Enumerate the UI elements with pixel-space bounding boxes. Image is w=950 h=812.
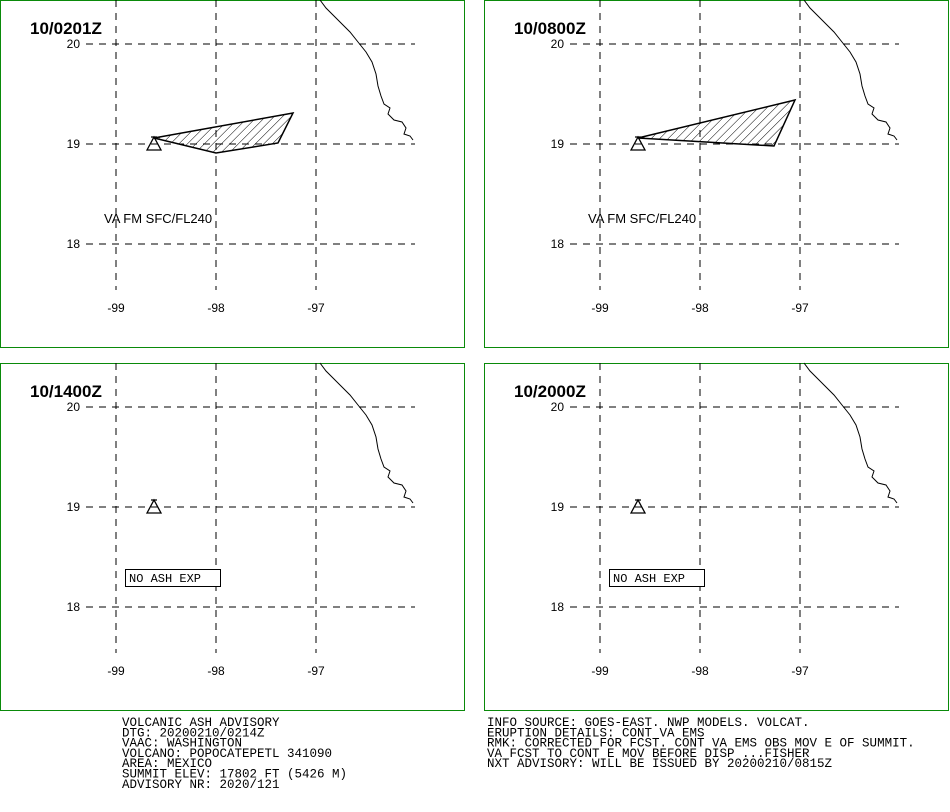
volcano-symbol	[145, 498, 163, 514]
longitude-label: -99	[591, 664, 609, 678]
map-panel: -99 -98 -97 20 19 18 10/0800Z VA FM SFC/FL240	[484, 0, 949, 348]
ash-annotation: NO ASH EXP	[129, 572, 201, 586]
coastline	[803, 362, 898, 504]
panel-border	[0, 0, 465, 348]
valid-time: 10/0800Z	[514, 19, 586, 38]
latitude-label: 20	[551, 400, 565, 414]
latitude-label: 19	[551, 137, 565, 151]
advisory-line: RMK: CORRECTED FOR FCST. CONT VA EMS OBS…	[487, 737, 915, 751]
panel-border	[484, 0, 949, 348]
annotation-box	[609, 569, 705, 587]
longitude-label: -97	[791, 301, 809, 315]
panel-border	[0, 363, 465, 711]
panel-border	[484, 363, 949, 711]
latitude-label: 18	[551, 600, 565, 614]
advisory-line: ADVISORY NR: 2020/121	[122, 778, 280, 792]
ash-annotation: VA FM SFC/FL240	[588, 211, 696, 226]
coastline	[803, 0, 898, 141]
valid-time: 10/1400Z	[30, 382, 102, 401]
ash-annotation: NO ASH EXP	[613, 572, 685, 586]
valid-time: 10/0201Z	[30, 19, 102, 38]
latitude-label: 18	[67, 237, 81, 251]
advisory-line: AREA: MEXICO	[122, 757, 212, 771]
longitude-label: -99	[107, 664, 125, 678]
latitude-label: 18	[67, 600, 81, 614]
advisory-line: VAAC: WASHINGTON	[122, 737, 242, 751]
latitude-label: 20	[551, 37, 565, 51]
longitude-label: -98	[207, 664, 225, 678]
advisory-line: VA FCST TO CONT E MOV BEFORE DISP ...FIS…	[487, 747, 810, 761]
latitude-label: 19	[67, 500, 81, 514]
advisory-line: ERUPTION DETAILS: CONT VA EMS	[487, 726, 705, 740]
valid-time: 10/2000Z	[514, 382, 586, 401]
advisory-line: INFO SOURCE: GOES-EAST. NWP MODELS. VOLC…	[487, 716, 810, 730]
latitude-label: 18	[551, 237, 565, 251]
longitude-label: -97	[307, 664, 325, 678]
map-panel: -99 -98 -97 20 19 18 10/0201Z VA FM SFC/FL240	[0, 0, 465, 348]
advisory-line: DTG: 20200210/0214Z	[122, 726, 265, 740]
volcano-symbol	[145, 135, 163, 151]
advisory-line: NXT ADVISORY: WILL BE ISSUED BY 20200210…	[487, 757, 833, 771]
coastline	[319, 362, 414, 504]
map-panel: -99 -98 -97 20 19 18 10/2000Z NO ASH EXP	[484, 362, 949, 711]
ash-cloud	[637, 98, 797, 147]
advisory-line: SUMMIT ELEV: 17802 FT (5426 M)	[122, 768, 347, 782]
advisory-line: VOLCANO: POPOCATEPETL 341090	[122, 747, 332, 761]
longitude-label: -98	[691, 664, 709, 678]
volcano-symbol	[629, 498, 647, 514]
latitude-label: 20	[67, 37, 81, 51]
longitude-label: -98	[691, 301, 709, 315]
longitude-label: -99	[591, 301, 609, 315]
coastline	[319, 0, 414, 141]
ash-annotation: VA FM SFC/FL240	[104, 211, 212, 226]
map-panel: -99 -98 -97 20 19 18 10/1400Z NO ASH EXP	[0, 362, 465, 711]
longitude-label: -97	[307, 301, 325, 315]
volcano-symbol	[629, 135, 647, 151]
latitude-label: 19	[67, 137, 81, 151]
longitude-label: -97	[791, 664, 809, 678]
longitude-label: -98	[207, 301, 225, 315]
annotation-box	[125, 569, 221, 587]
latitude-label: 19	[551, 500, 565, 514]
advisory-line: VOLCANIC ASH ADVISORY	[122, 716, 280, 730]
ash-cloud	[153, 111, 295, 154]
latitude-label: 20	[67, 400, 81, 414]
longitude-label: -99	[107, 301, 125, 315]
